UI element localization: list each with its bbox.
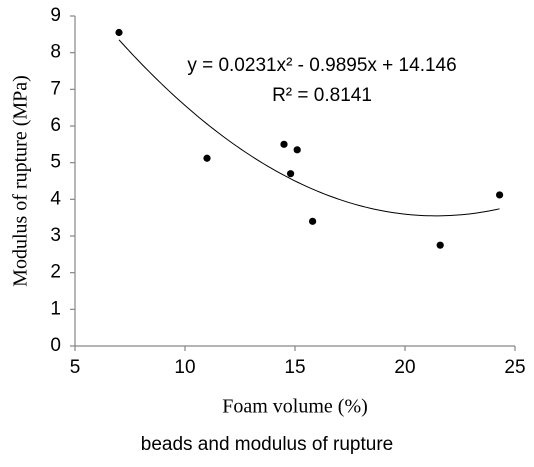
data-point — [436, 241, 444, 249]
data-point — [309, 217, 317, 225]
data-point — [280, 140, 288, 148]
y-tick-label: 5 — [50, 152, 61, 173]
x-tick-label: 20 — [394, 357, 415, 378]
y-axis-title: Modulus of rupture (MPa) — [10, 75, 32, 287]
y-tick-label: 2 — [50, 262, 61, 283]
x-tick-label: 15 — [284, 357, 305, 378]
y-tick-label: 4 — [50, 188, 61, 209]
data-point — [203, 154, 211, 162]
data-point — [293, 146, 301, 154]
x-tick-label: 5 — [70, 357, 81, 378]
data-point — [287, 170, 295, 178]
y-tick-label: 6 — [50, 115, 61, 136]
x-axis-title: Foam volume (%) — [222, 396, 368, 418]
data-point — [115, 28, 123, 37]
y-tick-label: 9 — [50, 5, 61, 26]
y-tick-label: 7 — [50, 78, 61, 99]
data-point — [496, 191, 504, 199]
trendline-equation: y = 0.0231x² - 0.9895x + 14.146 — [187, 55, 456, 76]
y-tick-label: 8 — [50, 42, 61, 63]
y-tick-label: 1 — [50, 298, 61, 319]
x-tick-label: 10 — [174, 357, 195, 378]
trendline — [118, 39, 500, 217]
r-squared: R² = 0.8141 — [272, 85, 372, 106]
x-tick-label: 25 — [504, 357, 525, 378]
caption: beads and modulus of rupture — [141, 434, 393, 455]
y-tick-label: 0 — [50, 335, 61, 356]
y-tick-label: 3 — [50, 225, 61, 246]
